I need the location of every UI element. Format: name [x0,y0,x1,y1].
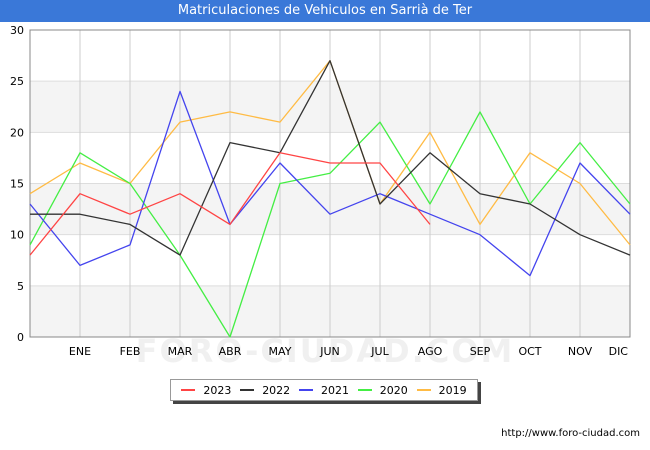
legend-label: 2020 [379,383,408,397]
legend-item-2019: 2019 [416,383,467,397]
y-tick-label: 5 [17,280,24,293]
x-tick-label: MAY [269,345,292,358]
x-tick-label: JUL [370,345,389,358]
legend-item-2022: 2022 [240,384,290,397]
y-tick-label: 30 [10,24,24,37]
watermark: FORO-CIUDAD.COM [135,332,515,370]
x-tick-label: DIC [609,345,629,358]
series-line-2021 [29,90,631,277]
legend-swatch [240,389,255,391]
legend-item-2023: 2023 [181,384,231,397]
x-tick-label: ENE [69,345,91,358]
x-tick-label: JUN [319,345,340,358]
x-tick-label: ABR [219,345,242,358]
legend-swatch [181,389,196,391]
source-url: http://www.foro-ciudad.com [501,428,640,439]
x-tick-label: SEP [470,345,491,358]
y-tick-label: 25 [10,75,24,88]
legend-swatch [298,389,313,391]
chart-title: Matriculaciones de Vehiculos en Sarrià d… [0,0,650,22]
legend-item-2020: 2020 [357,383,408,397]
legend-label: 2019 [438,383,467,397]
legend-label: 2023 [203,383,232,397]
y-tick-label: 10 [10,229,24,242]
y-tick-label: 0 [17,331,24,344]
legend-swatch [416,389,431,391]
x-tick-label: NOV [568,345,593,358]
plot-frame [29,29,631,338]
series-line-2023 [29,152,431,256]
series-line-2022 [30,60,631,256]
legend-label: 2021 [320,383,349,397]
legend-swatch [357,389,372,391]
x-tick-label: FEB [120,345,141,358]
chart-legend: 2023 2022 2021 2020 2019 [170,379,478,401]
x-tick-label: MAR [168,345,193,358]
y-tick-label: 15 [10,178,24,191]
x-tick-label: AGO [418,345,443,358]
x-tick-label: OCT [518,345,541,358]
y-tick-label: 20 [10,126,24,139]
legend-item-2021: 2021 [298,383,349,397]
legend-label: 2022 [262,383,291,397]
